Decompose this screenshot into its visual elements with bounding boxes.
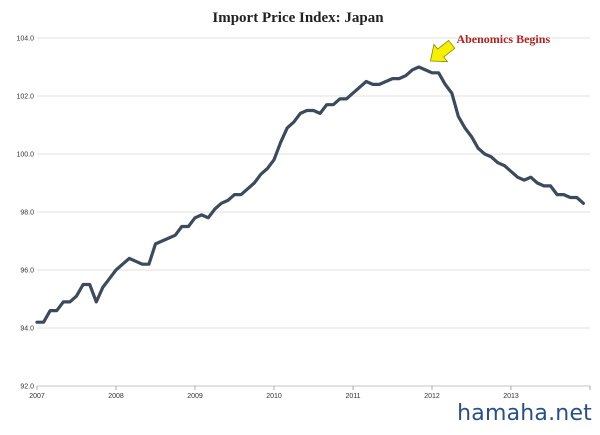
x-tick-label: 2012	[424, 393, 440, 400]
y-tick-label: 104.0	[16, 36, 34, 43]
annotation-label: Abenomics Begins	[456, 32, 550, 46]
series-layer	[35, 65, 586, 324]
chart-title: Import Price Index: Japan	[212, 10, 384, 26]
y-tick-label: 94.0	[20, 326, 34, 333]
x-tick-label: 2011	[345, 393, 360, 400]
grid-lines	[37, 37, 590, 387]
y-tick-label: 92.0	[20, 384, 34, 391]
x-tick-label: 2007	[29, 393, 45, 400]
series-line	[35, 65, 586, 324]
y-tick-label: 96.0	[20, 268, 34, 275]
annotation-arrow	[429, 39, 456, 63]
y-tick-label: 98.0	[20, 210, 34, 217]
x-tick-label: 2010	[266, 393, 282, 400]
axes: 92.0 94.0 96.0 98.0 100.0 102.0 104.0 2007 2008 2…	[16, 36, 591, 400]
y-tick-label: 100.0	[16, 152, 34, 159]
y-tick-label: 102.0	[16, 94, 34, 101]
x-tick-label: 2013	[503, 393, 519, 400]
x-tick-label: 2009	[187, 393, 203, 400]
annotation-layer: Abenomics Begins	[429, 32, 550, 63]
watermark-text: hamaha.net	[457, 401, 592, 426]
x-tick-label: 2008	[108, 393, 124, 400]
